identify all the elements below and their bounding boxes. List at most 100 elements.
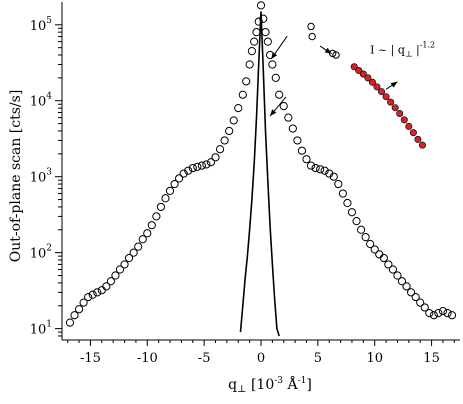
data-point [106,277,115,286]
fit-point [350,63,358,71]
y-axis-title: Out-of-plane scan [cts/s] [8,90,24,263]
data-point [70,311,79,320]
data-point [306,161,316,170]
data-point [152,212,161,221]
data-point [138,235,147,244]
data-point [120,260,129,269]
arrow-head [270,109,277,116]
data-point [375,250,384,259]
data-point [384,260,393,269]
fit-point [359,70,367,78]
data-point [279,102,288,111]
annotations: I ~ | q⊥ |-1.2 [269,35,435,117]
data-point [429,311,438,320]
data-point [393,271,402,280]
data-point [156,202,166,212]
data-point [247,47,257,56]
data-point [370,245,379,254]
data-point [347,208,357,217]
y-tick-label: 103 [30,168,53,186]
data-point [225,126,234,136]
fit-point [373,83,381,91]
data-point [220,136,229,145]
data-point [170,179,179,189]
data-point [143,229,152,238]
data-point [88,290,97,299]
x-tick-label: -15 [80,351,101,366]
data-point [425,309,434,318]
y-tick-label: 105 [30,16,53,34]
x-tick-label: -10 [137,351,158,366]
data-point [388,265,398,274]
x-tick-label: 10 [366,351,383,366]
data-point [238,90,247,99]
data-point [320,166,329,175]
fit-point [405,122,413,130]
data-point [356,225,366,234]
data-point [102,282,111,291]
data-point [115,265,125,274]
data-point [188,163,197,173]
data-point [215,145,225,154]
data-point [328,49,337,58]
data-point [307,22,315,31]
data-point [129,248,138,257]
data-point [293,136,302,145]
data-point [65,318,75,327]
data-point [93,288,102,297]
data-point [261,28,270,37]
data-point [332,51,340,59]
data-point [184,166,193,175]
data-point [275,90,284,99]
power-law-label: I ~ | q⊥ |-1.2 [370,41,435,59]
data-point [284,113,293,122]
data-point [202,160,211,169]
data-point [254,17,263,26]
data-point [161,194,170,203]
data-point [366,239,375,249]
data-point [134,242,143,251]
data-point [193,162,202,171]
y-tick-label: 101 [30,320,52,338]
data-point [308,32,316,41]
data-point [229,116,238,125]
data-point [268,60,277,69]
data-point [84,292,93,302]
arrow-head [324,47,332,54]
data-point [316,165,325,174]
data-point [252,28,261,37]
data-point [147,221,156,230]
data-point [416,298,425,307]
fit-point [409,129,417,137]
fit-point [382,93,390,101]
fit-point [387,98,395,106]
fit-point [368,78,376,86]
data-point [74,305,84,314]
data-point [250,37,259,46]
x-axis-title: q⊥ [10-3 Å-1] [228,375,312,395]
data-point [311,163,320,173]
resolution-curve [239,11,280,337]
data-point [206,158,216,167]
fit-point [400,116,408,124]
data-point [165,186,175,196]
data-point [271,73,280,82]
x-axis: -15 -10 -5 0 5 10 15 [67,340,455,366]
y-tick-label: 102 [30,244,52,262]
fit-point [414,135,422,143]
data-point [438,307,448,316]
data-point [302,155,311,164]
data-point [111,271,120,280]
data-point [242,77,251,86]
arrow-head [390,81,398,88]
x-tick-label: 0 [257,351,265,366]
fit-point [418,141,426,149]
data-point [338,189,347,198]
data-point [334,179,343,189]
data-point [124,253,134,263]
data-point [361,233,370,242]
data-point [259,14,268,23]
fit-point [396,109,404,117]
data-point [211,153,220,162]
